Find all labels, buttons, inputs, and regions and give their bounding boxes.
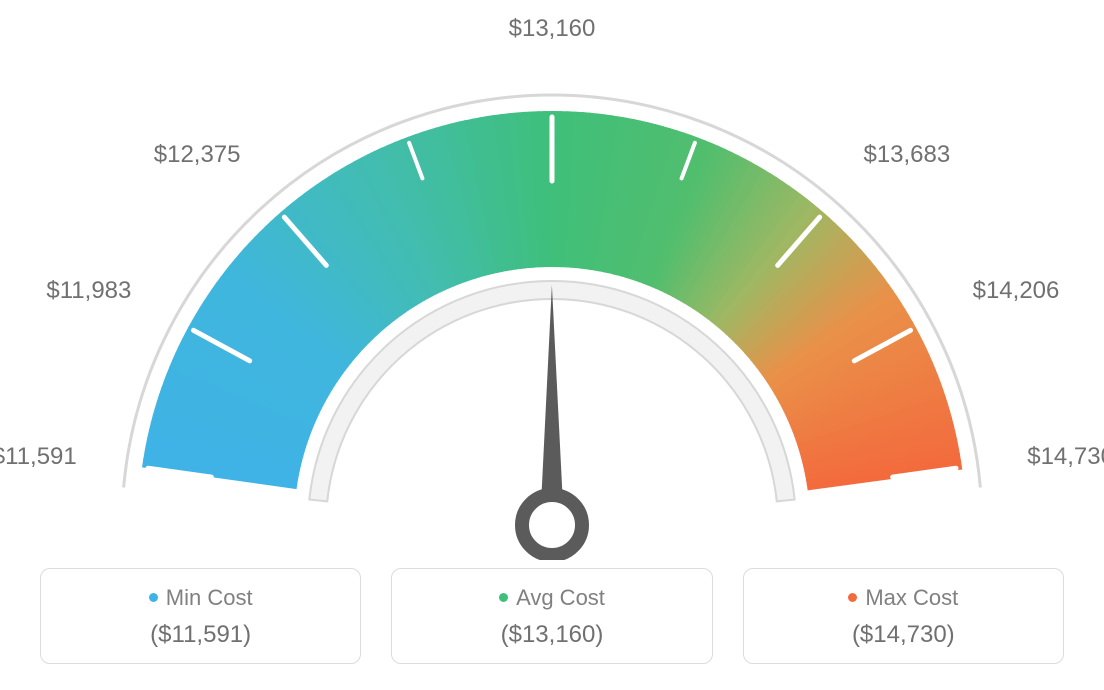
avg-cost-title: Avg Cost [402, 585, 701, 611]
min-cost-title-text: Min Cost [166, 585, 253, 610]
gauge: $11,591 $11,983 $12,375 $13,160 $13,683 $14,2… [0, 0, 1104, 560]
avg-cost-card: Avg Cost ($13,160) [391, 568, 712, 664]
avg-cost-value: ($13,160) [402, 621, 701, 649]
min-dot-icon [149, 593, 158, 602]
avg-cost-title-text: Avg Cost [516, 585, 605, 610]
gauge-tick-label: $11,591 [0, 443, 77, 471]
max-cost-title-text: Max Cost [865, 585, 958, 610]
max-cost-card: Max Cost ($14,730) [743, 568, 1064, 664]
max-cost-value: ($14,730) [754, 621, 1053, 649]
legend-cards: Min Cost ($11,591) Avg Cost ($13,160) Ma… [40, 568, 1064, 664]
gauge-tick-label: $14,730 [1027, 443, 1104, 471]
gauge-tick-label: $14,206 [973, 277, 1060, 305]
min-cost-title: Min Cost [51, 585, 350, 611]
min-cost-card: Min Cost ($11,591) [40, 568, 361, 664]
avg-dot-icon [499, 593, 508, 602]
chart-container: $11,591 $11,983 $12,375 $13,160 $13,683 $14,2… [0, 0, 1104, 690]
min-cost-value: ($11,591) [51, 621, 350, 649]
gauge-tick-label: $12,375 [154, 141, 241, 169]
max-cost-title: Max Cost [754, 585, 1053, 611]
gauge-tick-label: $13,683 [863, 141, 950, 169]
gauge-tick-label: $11,983 [46, 277, 131, 305]
gauge-tick-label: $13,160 [509, 15, 596, 43]
max-dot-icon [848, 593, 857, 602]
